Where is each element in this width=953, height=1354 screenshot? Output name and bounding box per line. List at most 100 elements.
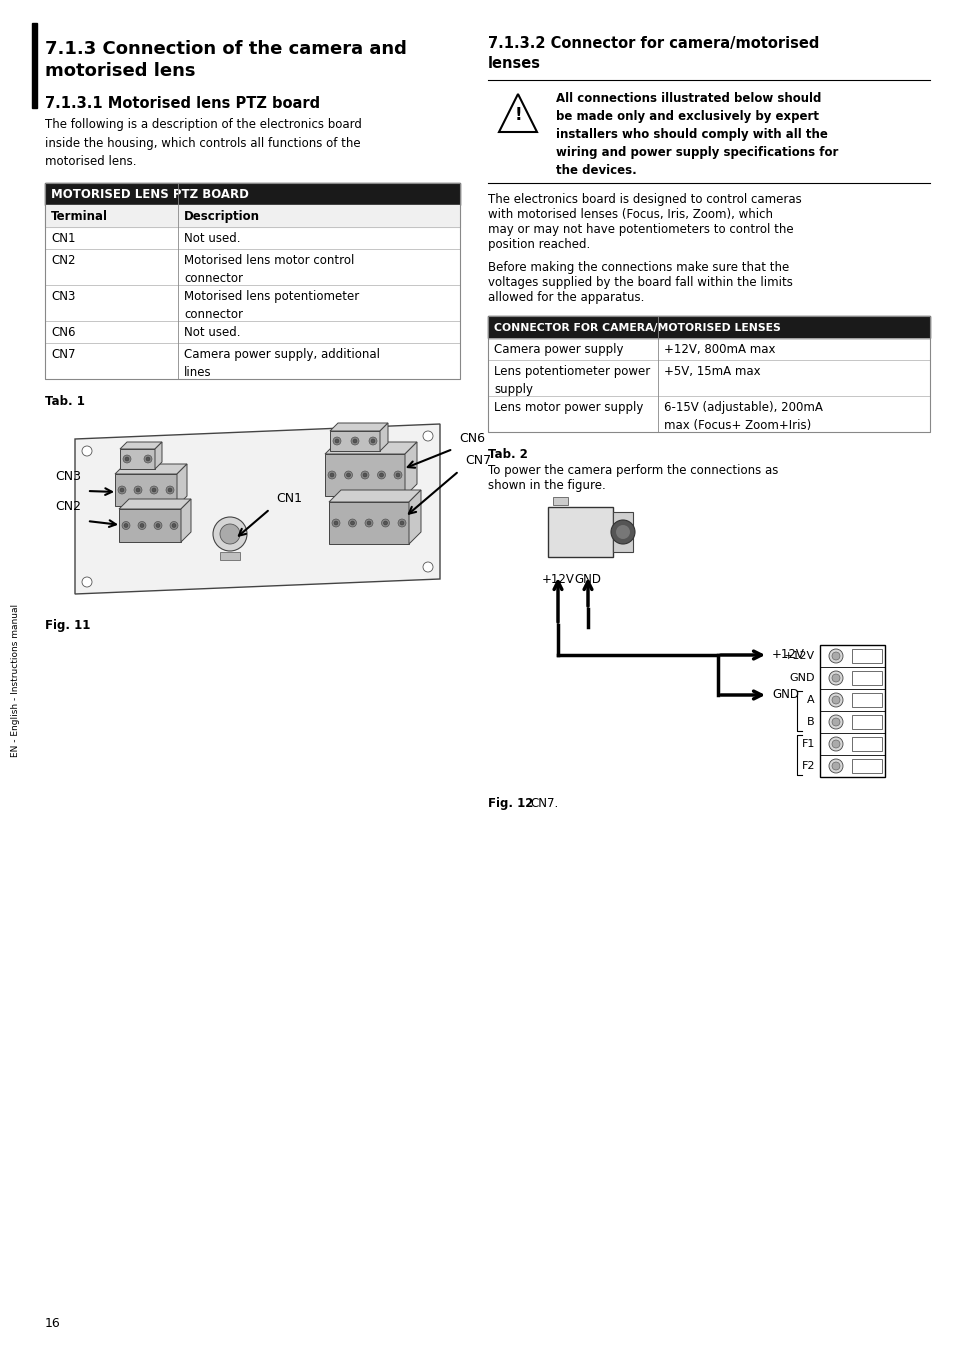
Bar bbox=[330, 431, 379, 451]
Polygon shape bbox=[154, 441, 162, 468]
Bar bbox=[851, 715, 882, 728]
Circle shape bbox=[124, 524, 128, 528]
Circle shape bbox=[353, 439, 356, 443]
Circle shape bbox=[381, 519, 389, 527]
Polygon shape bbox=[75, 424, 439, 594]
Text: Lens potentiometer power
supply: Lens potentiometer power supply bbox=[494, 366, 650, 395]
Circle shape bbox=[610, 520, 635, 544]
Circle shape bbox=[379, 473, 383, 477]
Circle shape bbox=[377, 471, 385, 479]
Circle shape bbox=[123, 455, 131, 463]
Bar bbox=[488, 338, 929, 360]
Polygon shape bbox=[409, 490, 420, 544]
Text: shown in the figure.: shown in the figure. bbox=[488, 479, 605, 492]
Bar bbox=[45, 249, 459, 284]
Bar bbox=[45, 321, 459, 343]
Text: EN - English - Instructions manual: EN - English - Instructions manual bbox=[11, 604, 20, 757]
Circle shape bbox=[831, 741, 840, 747]
Bar bbox=[45, 183, 459, 379]
Circle shape bbox=[397, 519, 406, 527]
Bar bbox=[851, 672, 882, 685]
Text: Fig. 12: Fig. 12 bbox=[488, 798, 533, 810]
Circle shape bbox=[122, 521, 130, 529]
Text: motorised lens: motorised lens bbox=[45, 62, 195, 80]
Polygon shape bbox=[177, 464, 187, 506]
Circle shape bbox=[828, 649, 842, 663]
Circle shape bbox=[172, 524, 175, 528]
Bar bbox=[613, 512, 633, 552]
Text: allowed for the apparatus.: allowed for the apparatus. bbox=[488, 291, 643, 305]
Circle shape bbox=[136, 487, 140, 492]
Text: with motorised lenses (Focus, Iris, Zoom), which: with motorised lenses (Focus, Iris, Zoom… bbox=[488, 209, 772, 221]
Circle shape bbox=[422, 431, 433, 441]
Bar bbox=[488, 360, 929, 395]
Text: lenses: lenses bbox=[488, 56, 540, 70]
Polygon shape bbox=[325, 441, 416, 454]
Circle shape bbox=[371, 439, 375, 443]
Circle shape bbox=[828, 715, 842, 728]
Circle shape bbox=[334, 521, 337, 525]
Text: Camera power supply: Camera power supply bbox=[494, 343, 623, 356]
Circle shape bbox=[828, 672, 842, 685]
Text: CN6: CN6 bbox=[458, 432, 484, 445]
Text: GND: GND bbox=[574, 573, 601, 586]
Circle shape bbox=[335, 439, 338, 443]
Text: Before making the connections make sure that the: Before making the connections make sure … bbox=[488, 261, 788, 274]
Circle shape bbox=[395, 473, 399, 477]
Bar bbox=[488, 395, 929, 432]
Circle shape bbox=[153, 521, 162, 529]
Bar bbox=[329, 502, 409, 544]
Text: CN7: CN7 bbox=[51, 348, 75, 362]
Circle shape bbox=[118, 486, 126, 494]
Text: CONNECTOR FOR CAMERA/MOTORISED LENSES: CONNECTOR FOR CAMERA/MOTORISED LENSES bbox=[494, 322, 780, 333]
Bar bbox=[32, 23, 37, 108]
Polygon shape bbox=[405, 441, 416, 496]
Polygon shape bbox=[379, 422, 388, 451]
Text: Not used.: Not used. bbox=[184, 326, 240, 338]
Bar bbox=[851, 737, 882, 751]
Circle shape bbox=[616, 525, 629, 539]
Text: +12V: +12V bbox=[771, 649, 804, 662]
Bar bbox=[547, 506, 613, 556]
Text: CN2: CN2 bbox=[51, 255, 75, 267]
Bar bbox=[45, 227, 459, 249]
Bar bbox=[851, 649, 882, 663]
Polygon shape bbox=[119, 500, 191, 509]
Circle shape bbox=[220, 524, 240, 544]
Text: may or may not have potentiometers to control the: may or may not have potentiometers to co… bbox=[488, 223, 793, 236]
Text: position reached.: position reached. bbox=[488, 238, 590, 250]
Text: CN2: CN2 bbox=[55, 500, 81, 513]
Circle shape bbox=[120, 487, 124, 492]
Text: Camera power supply, additional
lines: Camera power supply, additional lines bbox=[184, 348, 379, 379]
Bar bbox=[45, 183, 459, 204]
Polygon shape bbox=[330, 422, 388, 431]
Circle shape bbox=[150, 486, 158, 494]
Text: GND: GND bbox=[789, 673, 814, 682]
Circle shape bbox=[346, 473, 350, 477]
Text: Motorised lens potentiometer
connector: Motorised lens potentiometer connector bbox=[184, 290, 359, 321]
Text: MOTORISED LENS PTZ BOARD: MOTORISED LENS PTZ BOARD bbox=[51, 188, 249, 200]
Circle shape bbox=[82, 577, 91, 588]
Text: Tab. 1: Tab. 1 bbox=[45, 395, 85, 408]
Text: F1: F1 bbox=[801, 739, 814, 749]
Circle shape bbox=[828, 737, 842, 751]
Circle shape bbox=[146, 458, 150, 460]
Circle shape bbox=[350, 521, 355, 525]
Text: The electronics board is designed to control cameras: The electronics board is designed to con… bbox=[488, 194, 801, 206]
Circle shape bbox=[170, 521, 178, 529]
Bar bbox=[115, 474, 177, 506]
Circle shape bbox=[831, 718, 840, 726]
Bar bbox=[553, 497, 567, 505]
Text: !: ! bbox=[514, 106, 521, 125]
Text: CN7.: CN7. bbox=[530, 798, 558, 810]
Circle shape bbox=[422, 562, 433, 571]
Polygon shape bbox=[498, 93, 537, 131]
Text: CN3: CN3 bbox=[51, 290, 75, 303]
Circle shape bbox=[344, 471, 352, 479]
Circle shape bbox=[133, 486, 142, 494]
Bar bbox=[220, 552, 240, 561]
Circle shape bbox=[140, 524, 144, 528]
Polygon shape bbox=[115, 464, 187, 474]
Text: CN6: CN6 bbox=[51, 326, 75, 338]
Polygon shape bbox=[181, 500, 191, 542]
